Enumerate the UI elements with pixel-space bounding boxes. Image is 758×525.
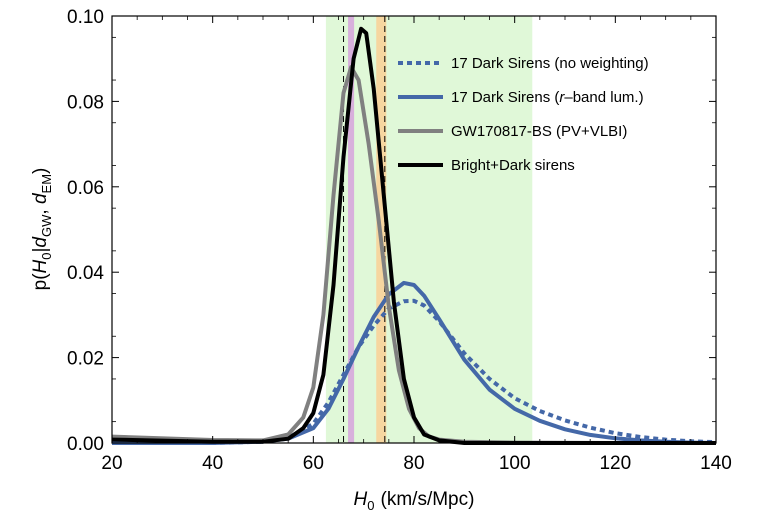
x-tick-label-6: 140 — [700, 453, 732, 474]
x-axis-label-sub: 0 — [367, 498, 374, 513]
legend-label-bright-dark: Bright+Dark sirens — [451, 157, 575, 174]
x-tick-label-1: 40 — [202, 453, 223, 474]
series-line-3 — [111, 26, 716, 445]
x-tick-label-2: 60 — [303, 453, 324, 474]
y-tick-label-1: 0.02 — [67, 349, 104, 370]
x-axis-label: H0 (km/s/Mpc) — [354, 489, 475, 513]
legend-label-r-band: 17 Dark Sirens (r–band lum.) — [451, 89, 644, 106]
legend-label-no-weighting: 17 Dark Sirens (no weighting) — [451, 55, 649, 72]
y-tick-label-4: 0.08 — [67, 92, 104, 113]
x-tick-label-3: 80 — [403, 453, 424, 474]
x-tick-label-5: 120 — [599, 453, 631, 474]
y-axis-label: p(H0|dGW, dEM) — [30, 168, 54, 291]
y-tick-label-3: 0.06 — [67, 178, 104, 199]
y-tick-label-2: 0.04 — [67, 263, 104, 284]
x-tick-label-4: 100 — [499, 453, 531, 474]
series-line-0 — [112, 298, 717, 445]
x-axis-label-units: (km/s/Mpc) — [381, 489, 475, 510]
band-1 — [348, 16, 355, 443]
legend: 17 Dark Sirens (no weighting) 17 Dark Si… — [398, 55, 649, 174]
y-tick-label-5: 0.10 — [67, 7, 104, 28]
axis-ticks: 20 40 60 80 100 120 140 0.00 0.02 0.04 0.06 0.08 0.1… — [67, 7, 732, 474]
x-tick-label-0: 20 — [101, 453, 122, 474]
y-tick-label-0: 0.00 — [67, 434, 104, 455]
legend-label-gw170817: GW170817-BS (PV+VLBI) — [451, 123, 627, 140]
x-axis-label-var: H — [354, 489, 368, 510]
